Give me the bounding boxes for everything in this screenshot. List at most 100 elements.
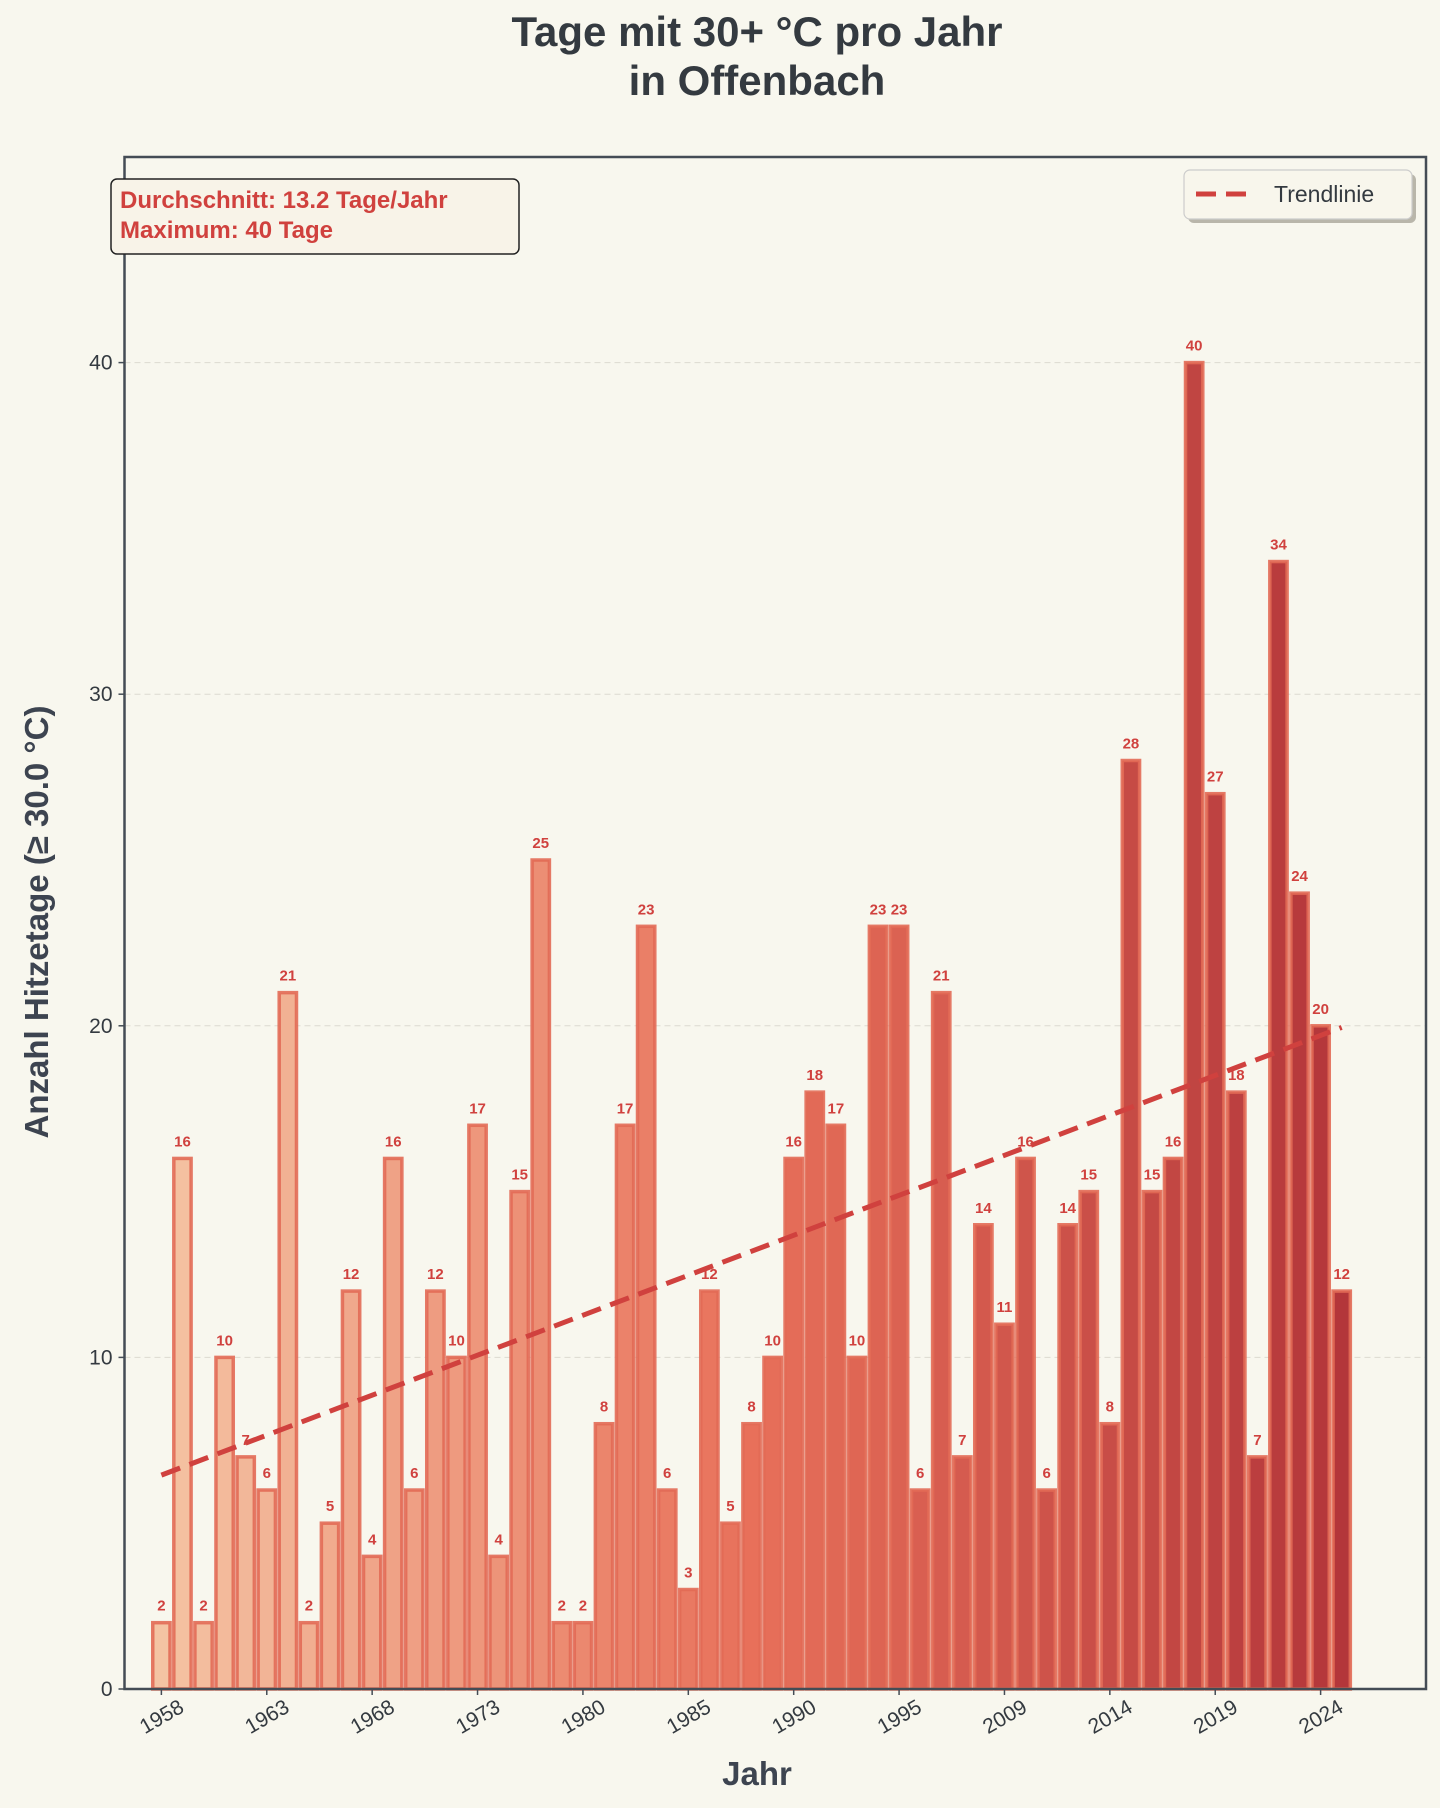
- y-tick-label: 40: [89, 352, 112, 375]
- annotation-box-frame: [110, 178, 520, 255]
- bar-value-label: 2: [305, 1598, 313, 1615]
- plot-frame: [123, 155, 1428, 1691]
- bar-value-label: 23: [870, 901, 887, 918]
- y-axis-ticks: 0 10 20 30 40: [89, 352, 125, 1701]
- bar-value-label: 7: [242, 1432, 250, 1449]
- chart-title-line-1: Tage mit 30+ °C pro Jahr: [512, 8, 1003, 55]
- y-tick-label: 30: [89, 683, 112, 706]
- bar: [1036, 1488, 1058, 1691]
- bar: [467, 1123, 488, 1691]
- bar: [951, 1455, 973, 1691]
- bar: [150, 1620, 172, 1691]
- bar-value-label: 2: [579, 1598, 587, 1615]
- bar: [1015, 1156, 1036, 1691]
- chart-title-line-2: in Offenbach: [629, 57, 886, 104]
- bar-value-label: 21: [933, 968, 950, 985]
- bar-value-label: 7: [958, 1432, 966, 1449]
- bar: [593, 1421, 615, 1691]
- bar-value-label: 2: [157, 1598, 165, 1615]
- bar-value-label: 16: [1165, 1133, 1182, 1150]
- bar-value-label: 5: [326, 1498, 334, 1515]
- bar: [846, 1355, 868, 1691]
- bar: [235, 1455, 257, 1691]
- bar-value-label: 16: [785, 1133, 802, 1150]
- bar-value-label: 6: [263, 1465, 271, 1482]
- bar-value-label: 23: [638, 901, 655, 918]
- y-tick-label: 10: [89, 1346, 112, 1369]
- bar-value-label: 6: [1042, 1465, 1050, 1482]
- bar-value-label: 17: [617, 1100, 634, 1117]
- bar-value-label: 15: [1080, 1167, 1097, 1184]
- bar-value-label: 6: [663, 1465, 671, 1482]
- bar: [340, 1289, 362, 1691]
- bar-value-label: 6: [916, 1465, 924, 1482]
- bar: [1310, 1024, 1332, 1691]
- bar-value-label: 4: [494, 1531, 503, 1548]
- bar: [361, 1554, 383, 1691]
- bar: [1099, 1421, 1121, 1691]
- bar: [720, 1521, 741, 1691]
- x-axis-label: Jahr: [722, 1755, 792, 1792]
- bar-value-label: 24: [1291, 868, 1308, 885]
- bar: [1246, 1455, 1268, 1691]
- bar-value-label: 8: [600, 1399, 608, 1416]
- bar: [614, 1123, 636, 1691]
- bar: [446, 1355, 467, 1691]
- bar-value-label: 17: [828, 1100, 845, 1117]
- bar: [867, 924, 889, 1691]
- bar: [698, 1289, 720, 1691]
- bar: [930, 990, 952, 1691]
- bar: [1078, 1189, 1100, 1691]
- bar: [298, 1620, 320, 1691]
- bar: [509, 1189, 531, 1691]
- trendline: [160, 1025, 1343, 1478]
- bar-value-label: 10: [216, 1332, 233, 1349]
- bar: [214, 1355, 236, 1691]
- bar: [572, 1620, 594, 1691]
- bar: [1141, 1189, 1163, 1691]
- bar: [762, 1355, 784, 1691]
- bar-value-label: 20: [1312, 1001, 1329, 1018]
- bar: [994, 1322, 1015, 1691]
- bar-value-label: 8: [747, 1399, 755, 1416]
- bar-value-label: 7: [1253, 1432, 1261, 1449]
- legend: Trendlinie: [1183, 169, 1416, 223]
- bar: [1331, 1289, 1353, 1691]
- bar: [972, 1223, 994, 1691]
- bar-value-label: 11: [997, 1299, 1013, 1316]
- legend-frame: [1183, 169, 1413, 220]
- bar-value-label: 25: [532, 835, 549, 852]
- bar-value-label: 15: [1144, 1167, 1161, 1184]
- bar: [1057, 1223, 1079, 1691]
- bar: [488, 1554, 510, 1691]
- bar: [172, 1156, 193, 1691]
- bar: [424, 1289, 446, 1691]
- bar: [1162, 1156, 1184, 1691]
- bar-value-label: 16: [174, 1133, 191, 1150]
- bar: [656, 1488, 678, 1691]
- bar-value-label: 23: [891, 901, 908, 918]
- bar-value-label: 34: [1270, 537, 1287, 554]
- annotation-average: Durchschnitt: 13.2 Tage/Jahr: [120, 187, 448, 214]
- bar-value-label: 14: [1059, 1200, 1076, 1217]
- bar: [1204, 791, 1226, 1691]
- bar: [909, 1488, 931, 1691]
- bar-value-label: 10: [849, 1332, 866, 1349]
- annotation-maximum: Maximum: 40 Tage: [120, 217, 333, 244]
- bar-value-label: 3: [684, 1565, 692, 1582]
- bar: [825, 1123, 847, 1691]
- bar: [1268, 559, 1289, 1691]
- bar-value-label: 15: [511, 1167, 528, 1184]
- bar-value-label: 10: [448, 1332, 465, 1349]
- bar: [804, 1090, 826, 1691]
- bar-value-label: 14: [975, 1200, 992, 1217]
- bar-value-label: 18: [806, 1067, 823, 1084]
- bar-value-label: 2: [558, 1598, 566, 1615]
- bar-value-label: 4: [368, 1531, 377, 1548]
- bar: [1183, 360, 1205, 1691]
- bar: [530, 858, 552, 1691]
- bar: [382, 1156, 404, 1691]
- bar-value-label: 6: [410, 1465, 418, 1482]
